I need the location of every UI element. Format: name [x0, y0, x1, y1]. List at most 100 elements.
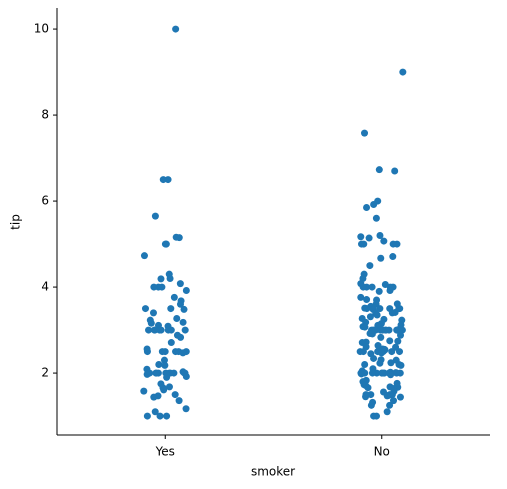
point: [143, 412, 151, 420]
point: [397, 331, 405, 339]
point: [361, 360, 369, 368]
point: [182, 373, 190, 381]
point: [140, 252, 148, 260]
point: [380, 237, 388, 245]
point: [157, 326, 165, 334]
point: [172, 233, 180, 241]
point: [389, 253, 397, 261]
point: [370, 201, 378, 209]
point: [176, 300, 184, 308]
point: [368, 369, 376, 377]
point: [155, 360, 163, 368]
point: [377, 333, 385, 341]
point: [151, 408, 159, 416]
point: [162, 240, 170, 248]
point: [140, 387, 148, 395]
point: [170, 369, 178, 377]
point: [376, 231, 384, 239]
point: [173, 314, 181, 322]
point: [387, 371, 395, 379]
y-tick-label: 6: [41, 194, 49, 208]
point: [373, 311, 381, 319]
point: [166, 274, 174, 282]
point: [163, 373, 171, 381]
point: [362, 393, 370, 401]
point: [181, 326, 189, 334]
point: [179, 318, 187, 326]
point: [151, 212, 159, 220]
point: [383, 392, 391, 400]
point: [150, 283, 158, 291]
point: [375, 287, 383, 295]
point: [143, 370, 151, 378]
point: [357, 370, 365, 378]
point: [396, 369, 404, 377]
point: [368, 283, 376, 291]
point: [396, 348, 404, 356]
point: [179, 349, 187, 357]
point: [367, 401, 375, 409]
point: [378, 369, 386, 377]
point: [160, 356, 168, 364]
point: [177, 333, 185, 341]
point: [167, 339, 175, 347]
point: [143, 348, 151, 356]
x-axis-label: smoker: [251, 465, 295, 479]
point: [171, 391, 179, 399]
point: [388, 309, 396, 317]
point: [376, 359, 384, 367]
point: [167, 305, 175, 313]
x-tick-label: No: [374, 445, 390, 459]
point: [160, 386, 168, 394]
point: [367, 391, 375, 399]
point: [360, 240, 368, 248]
point: [366, 262, 374, 270]
point: [389, 240, 397, 248]
point: [382, 326, 390, 334]
point: [145, 326, 153, 334]
point: [364, 384, 372, 392]
point: [165, 383, 173, 391]
point: [150, 393, 158, 401]
point: [359, 348, 367, 356]
point: [180, 305, 188, 313]
point: [357, 233, 365, 241]
point: [170, 293, 178, 301]
point: [383, 408, 391, 416]
y-tick-label: 8: [41, 108, 49, 122]
point: [172, 25, 180, 33]
point: [158, 348, 166, 356]
point: [386, 337, 394, 345]
point: [377, 254, 385, 262]
point: [152, 369, 160, 377]
point: [372, 214, 380, 222]
point: [386, 287, 394, 295]
point: [151, 326, 159, 334]
x-tick-label: Yes: [155, 445, 175, 459]
point: [365, 234, 373, 242]
point: [158, 283, 166, 291]
point: [378, 349, 386, 357]
point: [141, 305, 149, 313]
point: [396, 393, 404, 401]
point: [149, 309, 157, 317]
point: [363, 296, 371, 304]
point: [157, 275, 165, 283]
point: [394, 337, 402, 345]
y-tick-label: 4: [41, 280, 49, 294]
point: [375, 166, 383, 174]
point: [366, 313, 374, 321]
point: [172, 348, 180, 356]
y-tick-label: 10: [34, 22, 49, 36]
point: [372, 412, 380, 420]
point: [361, 129, 369, 137]
point: [175, 397, 183, 405]
point: [391, 167, 399, 175]
point: [176, 280, 184, 288]
point: [159, 176, 167, 184]
point: [163, 412, 171, 420]
point: [368, 330, 376, 338]
point: [370, 354, 378, 362]
y-tick-label: 2: [41, 366, 49, 380]
